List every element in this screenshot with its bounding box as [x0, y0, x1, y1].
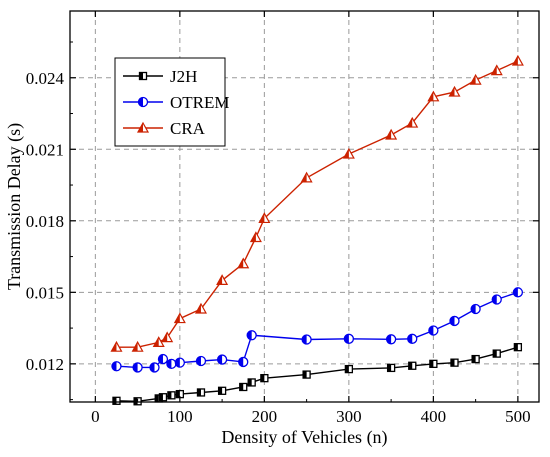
data-point-otrem-half — [238, 357, 244, 367]
series-otrem — [111, 287, 524, 373]
data-point-otrem-half — [175, 358, 180, 368]
data-point-j2h-half — [450, 359, 455, 367]
data-point-cra-half — [238, 258, 244, 268]
data-point-j2h-half — [112, 397, 117, 405]
data-point-otrem-half — [492, 294, 497, 304]
legend-marker-j2h-half — [139, 72, 143, 80]
x-tick-label: 500 — [505, 407, 531, 426]
data-point-j2h-half — [260, 374, 265, 382]
y-tick-label: 0.018 — [26, 212, 64, 231]
data-point-j2h-half — [472, 355, 476, 363]
data-point-cra-half — [174, 313, 180, 323]
data-point-cra-half — [250, 232, 256, 242]
data-point-j2h-half — [167, 391, 172, 399]
data-point-cra-half — [132, 342, 138, 352]
data-point-cra-half — [111, 342, 117, 352]
x-tick-label: 0 — [91, 407, 100, 426]
data-point-otrem-half — [449, 316, 455, 326]
x-tick-label: 200 — [252, 407, 278, 426]
plot-frame — [69, 10, 540, 403]
data-point-otrem-half — [302, 335, 307, 345]
x-axis-title: Density of Vehicles (n) — [221, 427, 387, 448]
data-point-otrem-half — [407, 334, 413, 344]
x-tick-label: 400 — [421, 407, 447, 426]
data-point-cra-half — [491, 65, 497, 75]
data-point-j2h-half — [155, 394, 159, 402]
x-tick-label: 300 — [336, 407, 362, 426]
data-point-j2h-half — [387, 364, 392, 372]
data-point-j2h-half — [303, 371, 307, 379]
data-point-j2h-half — [429, 360, 434, 368]
data-point-cra-half — [449, 87, 455, 97]
legend: J2H OTREM CRA — [114, 57, 230, 147]
y-axis-title: Transmission Delay (s) — [4, 123, 25, 290]
data-point-cra-half — [195, 304, 201, 314]
tick-layer: 0 100 200 300 400 500 0.012 0.015 0.018 0.021 0.02… — [26, 11, 539, 426]
data-point-cra-half — [153, 337, 159, 347]
data-point-cra-half — [259, 213, 265, 223]
data-point-j2h-half — [514, 343, 518, 351]
data-point-j2h-half — [134, 397, 138, 405]
data-point-cra-half — [343, 149, 349, 159]
data-point-cra-half — [428, 91, 434, 101]
data-point-otrem-half — [158, 354, 163, 364]
data-point-cra-half — [162, 332, 168, 342]
data-point-cra-half — [407, 118, 413, 128]
data-point-j2h-half — [248, 378, 252, 386]
data-point-otrem-half — [217, 355, 223, 365]
data-point-otrem-half — [471, 304, 476, 314]
legend-label-cra: CRA — [170, 119, 206, 138]
y-tick-label: 0.012 — [26, 355, 64, 374]
data-point-otrem-half — [111, 361, 117, 371]
data-point-otrem-half — [247, 330, 252, 340]
data-point-otrem-half — [344, 334, 349, 344]
data-point-j2h-half — [176, 390, 180, 398]
data-point-otrem-half — [133, 362, 138, 372]
data-point-j2h-half — [239, 383, 244, 391]
data-point-j2h-half — [345, 365, 349, 373]
legend-marker-otrem-half — [138, 97, 143, 107]
data-point-otrem-half — [196, 356, 201, 366]
data-point-j2h-half — [197, 388, 201, 396]
y-tick-label: 0.024 — [26, 69, 65, 88]
data-point-cra-half — [301, 172, 307, 182]
data-point-otrem-half — [513, 287, 518, 297]
data-point-otrem-half — [150, 362, 155, 372]
data-point-cra-half — [386, 129, 392, 139]
data-point-otrem-half — [166, 359, 172, 369]
data-point-j2h-half — [159, 393, 163, 401]
data-point-j2h-half — [218, 387, 223, 395]
series-cra — [110, 54, 524, 352]
legend-label-j2h: J2H — [170, 67, 197, 86]
data-point-cra-half — [470, 75, 476, 85]
legend-label-otrem: OTREM — [170, 93, 230, 112]
y-tick-label: 0.015 — [26, 283, 64, 302]
data-point-cra-half — [512, 56, 518, 66]
x-tick-label: 100 — [167, 407, 193, 426]
data-point-cra-half — [217, 275, 223, 285]
data-point-j2h-half — [408, 362, 413, 370]
y-tick-label: 0.021 — [26, 140, 64, 159]
legend-marker-cra-half — [138, 123, 143, 132]
data-point-j2h-half — [493, 350, 497, 358]
data-point-otrem-half — [386, 334, 392, 344]
data-point-otrem-half — [428, 325, 434, 335]
